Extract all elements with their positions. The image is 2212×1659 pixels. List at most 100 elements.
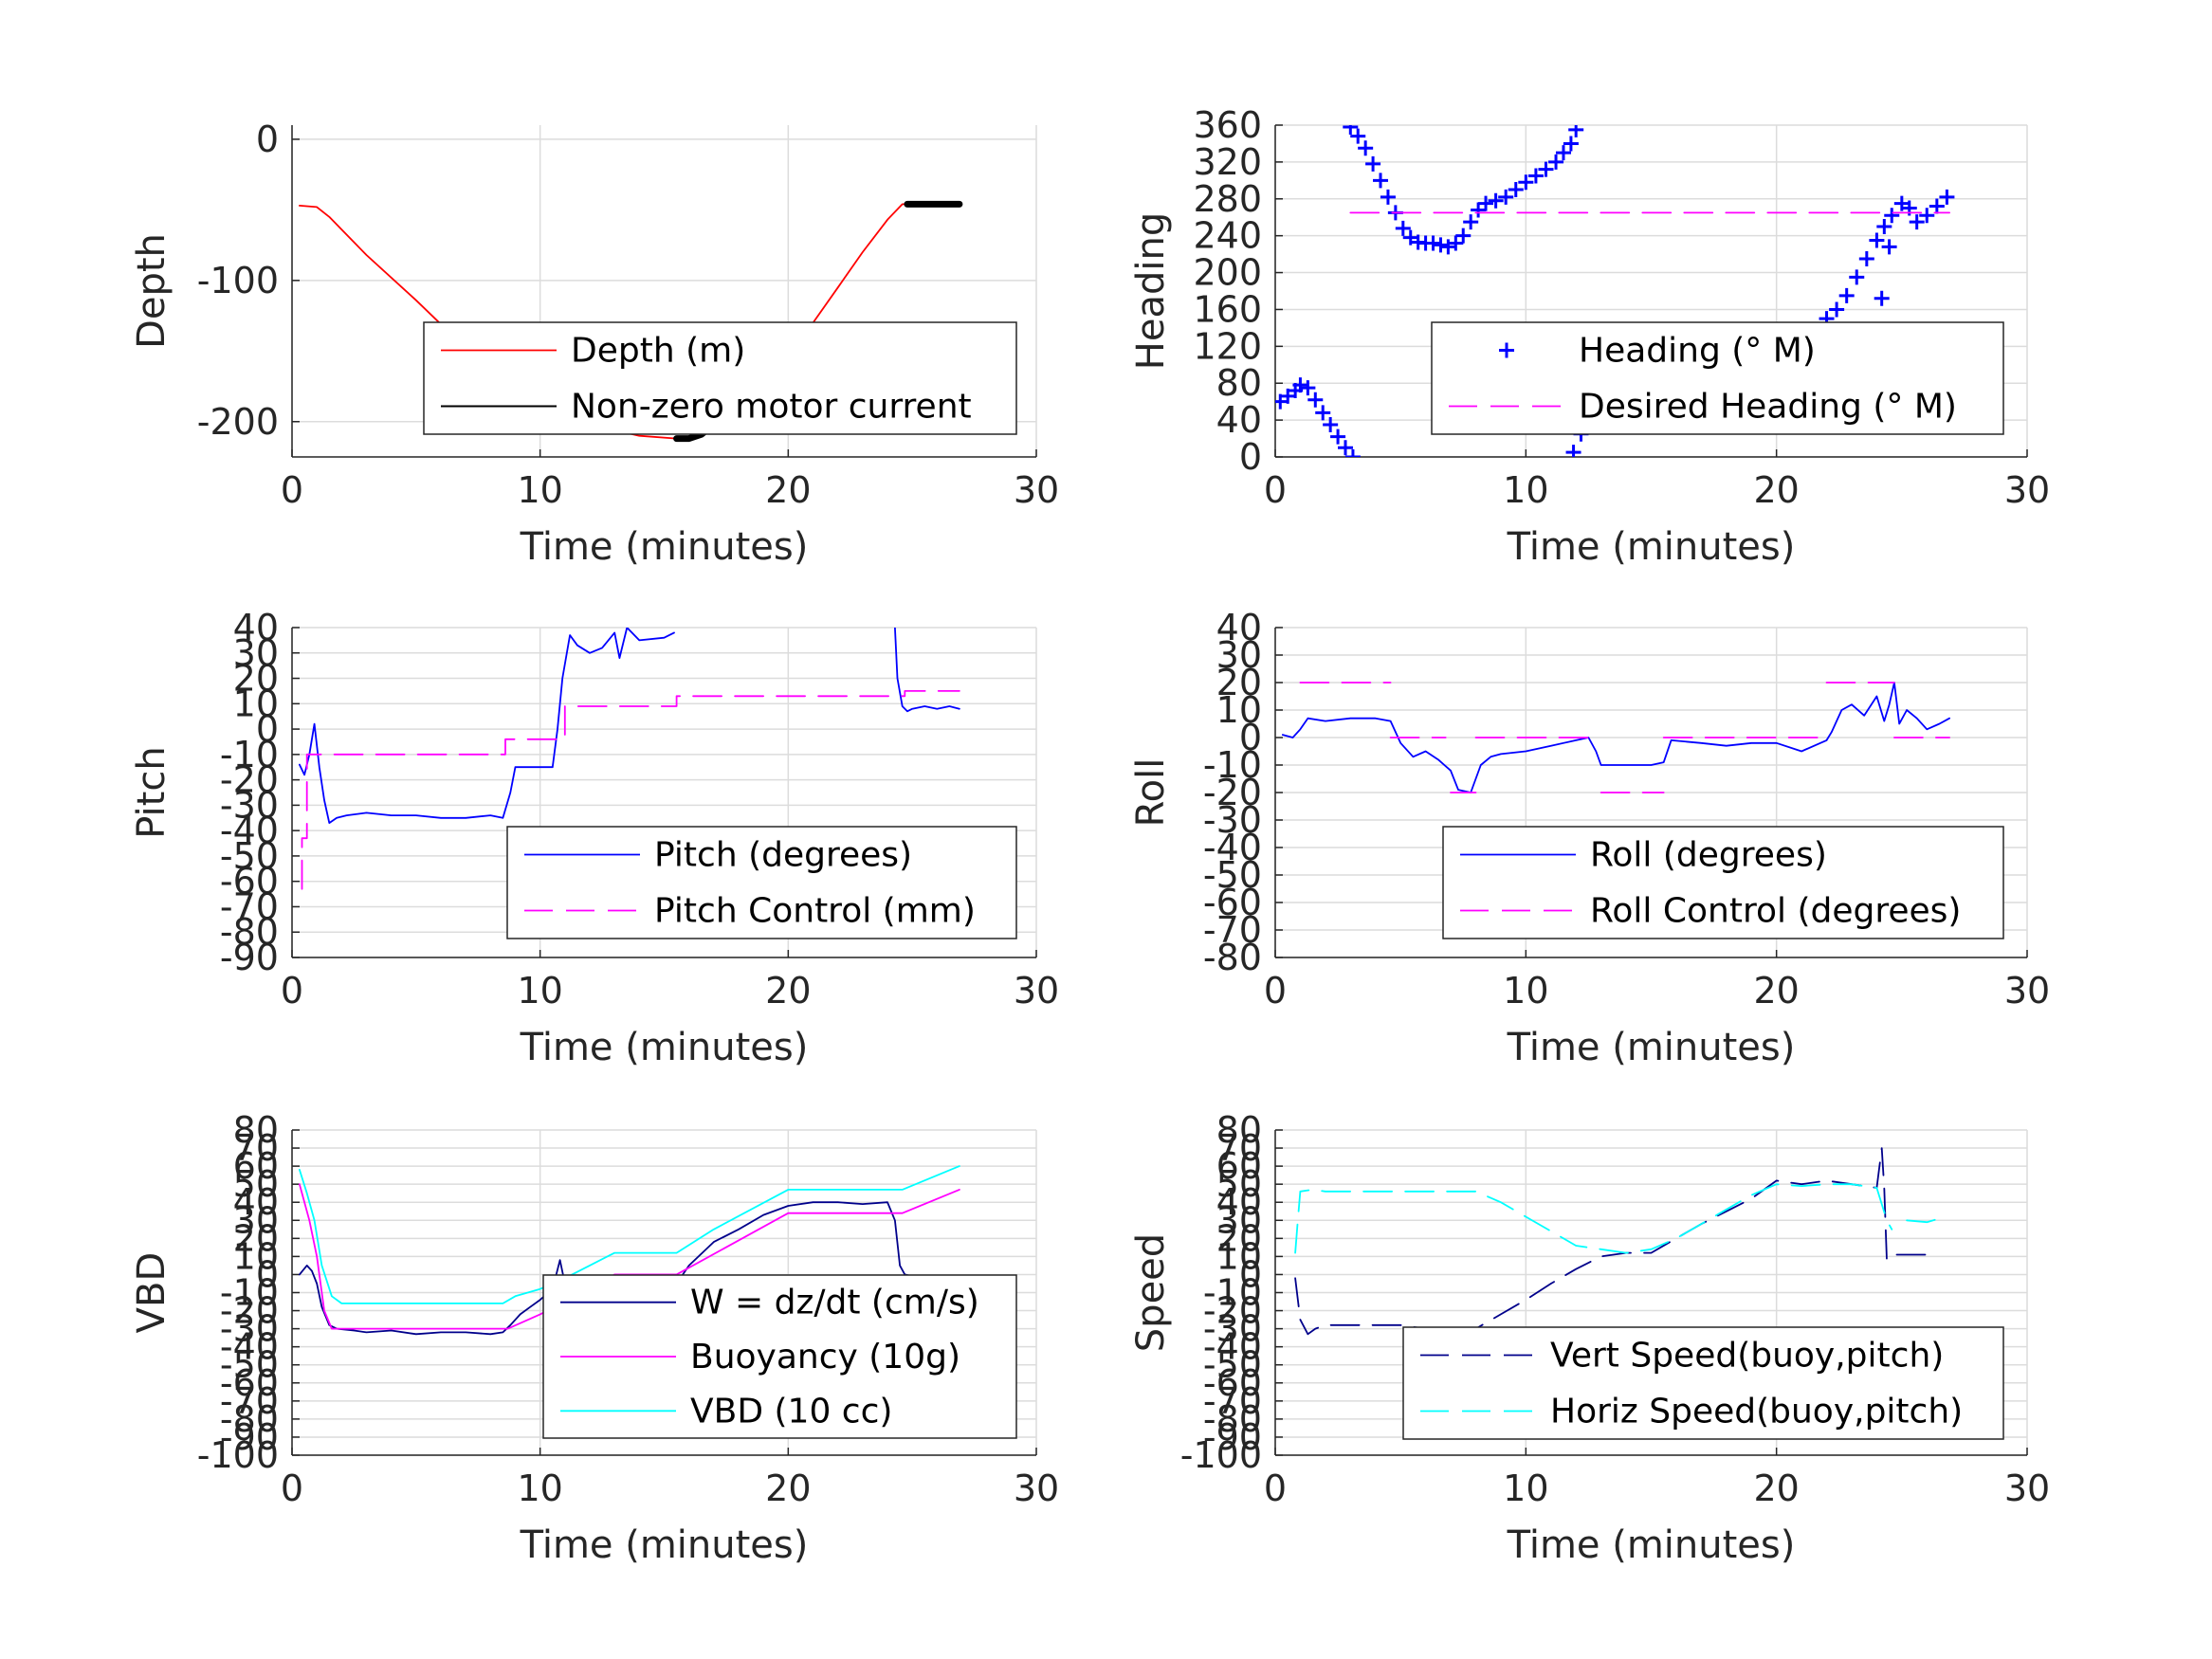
data-point bbox=[1929, 198, 1945, 214]
x-tick-label: 10 bbox=[1503, 469, 1548, 511]
data-point bbox=[1563, 136, 1579, 152]
y-tick-label: -40 bbox=[1203, 827, 1262, 868]
legend-label: Pitch (degrees) bbox=[654, 836, 912, 875]
legend-label: Heading (° M) bbox=[1579, 332, 1816, 371]
x-tick-label: 0 bbox=[281, 970, 303, 1012]
y-tick-label: -10 bbox=[1203, 1272, 1262, 1314]
data-point bbox=[1488, 192, 1504, 209]
y-tick-label: -80 bbox=[1203, 1398, 1262, 1440]
legend-box bbox=[423, 321, 1017, 435]
y-tick-label: -10 bbox=[220, 734, 279, 775]
plot-area bbox=[299, 628, 960, 890]
legend-label: Depth (m) bbox=[571, 332, 745, 371]
y-tick-label: -80 bbox=[1203, 937, 1262, 978]
y-tick-label: -70 bbox=[220, 885, 279, 927]
data-point bbox=[1555, 145, 1571, 161]
series-line bbox=[894, 628, 960, 713]
series-line bbox=[301, 690, 960, 890]
legend-label: Roll (degrees) bbox=[1590, 836, 1827, 875]
data-point bbox=[1292, 377, 1308, 393]
x-tick-label: 10 bbox=[517, 1468, 562, 1509]
y-tick-label: 50 bbox=[1216, 1163, 1262, 1205]
y-tick-label: -30 bbox=[1203, 799, 1262, 841]
legend: Roll (degrees) Roll Control (degrees) bbox=[1442, 826, 2004, 939]
plot-area bbox=[1294, 1147, 1941, 1336]
y-tick-label: -30 bbox=[220, 784, 279, 826]
y-tick-label: 40 bbox=[1216, 607, 1262, 648]
series-line bbox=[1906, 1217, 1941, 1224]
data-point bbox=[1498, 189, 1514, 205]
y-tick-label: 80 bbox=[1216, 1109, 1262, 1151]
x-tick-label: 20 bbox=[765, 970, 811, 1012]
y-tick-label: 30 bbox=[1216, 634, 1262, 676]
y-tick-label: 0 bbox=[256, 708, 279, 750]
x-tick-label: 20 bbox=[1753, 970, 1799, 1012]
y-axis-label: Heading bbox=[1129, 212, 1173, 370]
x-tick-label: 30 bbox=[1014, 970, 1059, 1012]
legend-marker bbox=[1499, 342, 1514, 358]
y-tick-label: -50 bbox=[1203, 854, 1262, 896]
data-point bbox=[1858, 250, 1874, 266]
y-tick-label: -40 bbox=[1203, 1326, 1262, 1368]
y-axis-label: VBD bbox=[130, 1252, 174, 1334]
data-point bbox=[1565, 445, 1581, 457]
legend-label: W = dz/dt (cm/s) bbox=[690, 1284, 979, 1322]
data-point bbox=[1455, 228, 1472, 244]
x-tick-label: 30 bbox=[1014, 469, 1059, 511]
y-tick-label: -50 bbox=[220, 1344, 279, 1386]
x-tick-label: 30 bbox=[2004, 970, 2050, 1012]
data-point bbox=[1876, 218, 1892, 234]
data-point bbox=[1343, 125, 1359, 135]
y-tick-label: 360 bbox=[1193, 104, 1262, 146]
legend: Heading (° M) Desired Heading (° M) bbox=[1431, 321, 2004, 435]
x-tick-label: 10 bbox=[1503, 970, 1548, 1012]
series-line bbox=[1294, 1147, 1888, 1336]
y-tick-label: 80 bbox=[233, 1109, 279, 1151]
x-tick-label: 10 bbox=[517, 970, 562, 1012]
data-point bbox=[1884, 208, 1900, 224]
y-tick-label: 50 bbox=[233, 1163, 279, 1205]
y-tick-label: 60 bbox=[233, 1145, 279, 1187]
y-tick-label: -60 bbox=[1203, 882, 1262, 923]
data-point bbox=[1538, 161, 1554, 177]
plot-area bbox=[1282, 682, 1950, 793]
y-tick-label: 10 bbox=[1216, 689, 1262, 731]
series-line bbox=[299, 1165, 960, 1304]
data-point bbox=[1425, 235, 1441, 251]
data-point bbox=[1350, 128, 1366, 144]
data-point bbox=[1358, 140, 1374, 156]
legend-label: Roll Control (degrees) bbox=[1590, 892, 1961, 931]
y-axis-label: Speed bbox=[1129, 1233, 1173, 1352]
x-tick-label: 20 bbox=[765, 1468, 811, 1509]
y-tick-label: 70 bbox=[233, 1127, 279, 1169]
y-tick-label: 240 bbox=[1193, 215, 1262, 257]
x-tick-label: 0 bbox=[1264, 970, 1287, 1012]
x-tick-label: 30 bbox=[2004, 469, 2050, 511]
y-tick-label: -30 bbox=[1203, 1308, 1262, 1350]
y-tick-label: 120 bbox=[1193, 325, 1262, 367]
y-tick-label: -20 bbox=[220, 759, 279, 801]
data-point bbox=[1939, 189, 1955, 205]
x-tick-label: 10 bbox=[517, 469, 562, 511]
data-point bbox=[1463, 214, 1479, 230]
subplot-6: 0 10 20 30-100-90-80-70-60-50-40-30-20-1001… bbox=[1129, 1109, 2050, 1567]
subplot-3: 0 10 20 30-90-80-70-60-50-40-30-20-10010203… bbox=[130, 607, 1059, 1069]
data-point bbox=[1869, 232, 1885, 248]
data-point bbox=[1508, 182, 1524, 198]
data-point bbox=[1849, 269, 1865, 285]
y-tick-label: -50 bbox=[220, 835, 279, 877]
x-tick-label: 0 bbox=[1264, 1468, 1287, 1509]
y-tick-label: -90 bbox=[1203, 1416, 1262, 1458]
y-tick-label: 20 bbox=[233, 1217, 279, 1259]
data-point bbox=[1881, 239, 1897, 255]
y-tick-label: -200 bbox=[197, 401, 279, 443]
x-tick-label: 20 bbox=[1753, 1468, 1799, 1509]
y-tick-label: -100 bbox=[197, 1434, 279, 1476]
x-tick-label: 30 bbox=[1014, 1468, 1059, 1509]
y-tick-label: -30 bbox=[220, 1308, 279, 1350]
y-tick-label: 20 bbox=[1216, 1217, 1262, 1259]
y-tick-label: -10 bbox=[1203, 744, 1262, 786]
data-point bbox=[1380, 189, 1396, 205]
